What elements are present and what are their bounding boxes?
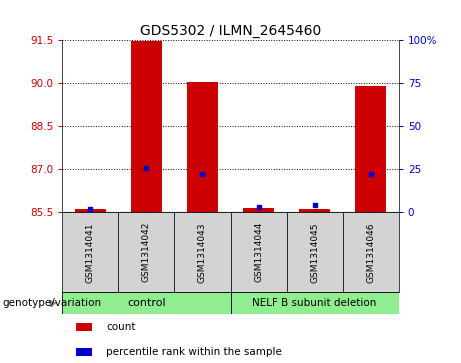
Bar [62, 212, 118, 292]
Bar [76, 348, 92, 356]
Text: control: control [127, 298, 165, 308]
Text: count: count [106, 322, 136, 332]
Bar [355, 86, 386, 212]
Bar [187, 82, 218, 212]
Bar [230, 292, 399, 314]
Text: percentile rank within the sample: percentile rank within the sample [106, 347, 282, 357]
Text: GSM1314045: GSM1314045 [310, 222, 319, 282]
Text: NELF B subunit deletion: NELF B subunit deletion [253, 298, 377, 308]
Text: genotype/variation: genotype/variation [2, 298, 101, 308]
Bar [343, 212, 399, 292]
Text: GSM1314046: GSM1314046 [366, 222, 375, 282]
Text: GSM1314042: GSM1314042 [142, 222, 151, 282]
Bar [243, 208, 274, 212]
Bar [76, 323, 92, 331]
Text: GSM1314044: GSM1314044 [254, 222, 263, 282]
Bar [118, 212, 174, 292]
Bar [287, 212, 343, 292]
Title: GDS5302 / ILMN_2645460: GDS5302 / ILMN_2645460 [140, 24, 321, 37]
Text: GSM1314043: GSM1314043 [198, 222, 207, 282]
Bar [230, 212, 287, 292]
Bar [75, 209, 106, 212]
Bar [131, 41, 162, 212]
Text: GSM1314041: GSM1314041 [86, 222, 95, 282]
Bar [174, 212, 230, 292]
Bar [299, 209, 330, 212]
Bar [62, 292, 230, 314]
